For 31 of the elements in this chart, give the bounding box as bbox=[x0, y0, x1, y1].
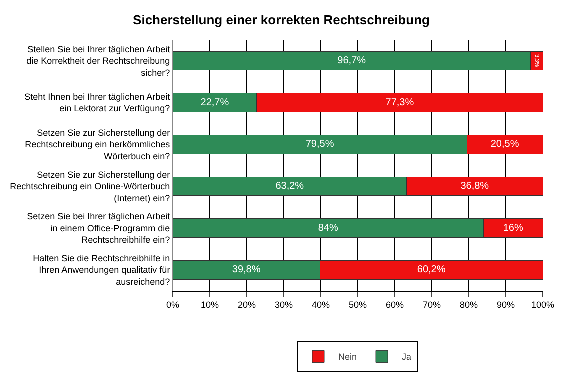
data-label: 79,5% bbox=[306, 139, 334, 150]
data-label: 84% bbox=[318, 222, 338, 234]
x-tick-label: 50% bbox=[348, 300, 368, 310]
y-tick-label: Halten Sie die Rechtschreibhilfe in Ihren Anwendungen qualitativ für ausreichend? bbox=[33, 254, 170, 287]
data-label: 96,7% bbox=[338, 55, 366, 66]
x-tick-label: 80% bbox=[460, 300, 478, 310]
x-tick-label: 10% bbox=[200, 300, 220, 310]
y-tick-label: Setzen Sie bei Ihrer täglichen Arbeit in einem Office-Programm die Rechtschreibhilfe ein? bbox=[27, 212, 171, 246]
y-tick-label: Setzen Sie zur Sicherstellung der Rechtschreibung ein herkömmliches Wörterbuch ein? bbox=[25, 128, 171, 162]
x-tick-label: 20% bbox=[238, 300, 256, 310]
data-label: 60,2% bbox=[417, 264, 446, 276]
legend-label: Ja bbox=[402, 352, 412, 362]
x-tick-label: 60% bbox=[386, 300, 404, 310]
data-label: 39,8% bbox=[232, 264, 261, 276]
y-tick-label: Setzen Sie zur Sicherstellung der Rechtschreibung ein Online-Wörterbuch (Internet) ein? bbox=[10, 170, 170, 204]
x-tick-label: 100% bbox=[531, 300, 555, 310]
data-label: 16% bbox=[503, 222, 524, 234]
y-tick-label: Stellen Sie bei Ihrer täglichen Arbeit die Korrektheit der Rechtschreibung sicher? bbox=[26, 44, 171, 78]
data-label: 36,8% bbox=[460, 180, 490, 192]
x-tick-label: 90% bbox=[496, 300, 516, 310]
x-tick-label: 0% bbox=[166, 300, 180, 310]
chart-title: Sicherstellung einer korrekten Rechtschreibung bbox=[133, 12, 430, 28]
x-tick-label: 40% bbox=[312, 300, 330, 310]
data-label: 20,5% bbox=[490, 139, 520, 150]
legend-label: Nein bbox=[338, 352, 358, 362]
data-label: 77,3% bbox=[386, 97, 414, 108]
x-tick-label: 70% bbox=[422, 300, 442, 310]
data-label: 22,7% bbox=[200, 97, 230, 108]
y-tick-label: Steht Ihnen bei Ihrer täglichen Arbeit ein Lektorat zur Verfügung? bbox=[24, 92, 171, 114]
x-tick-label: 30% bbox=[274, 300, 294, 310]
data-label: 63,2% bbox=[276, 180, 304, 192]
